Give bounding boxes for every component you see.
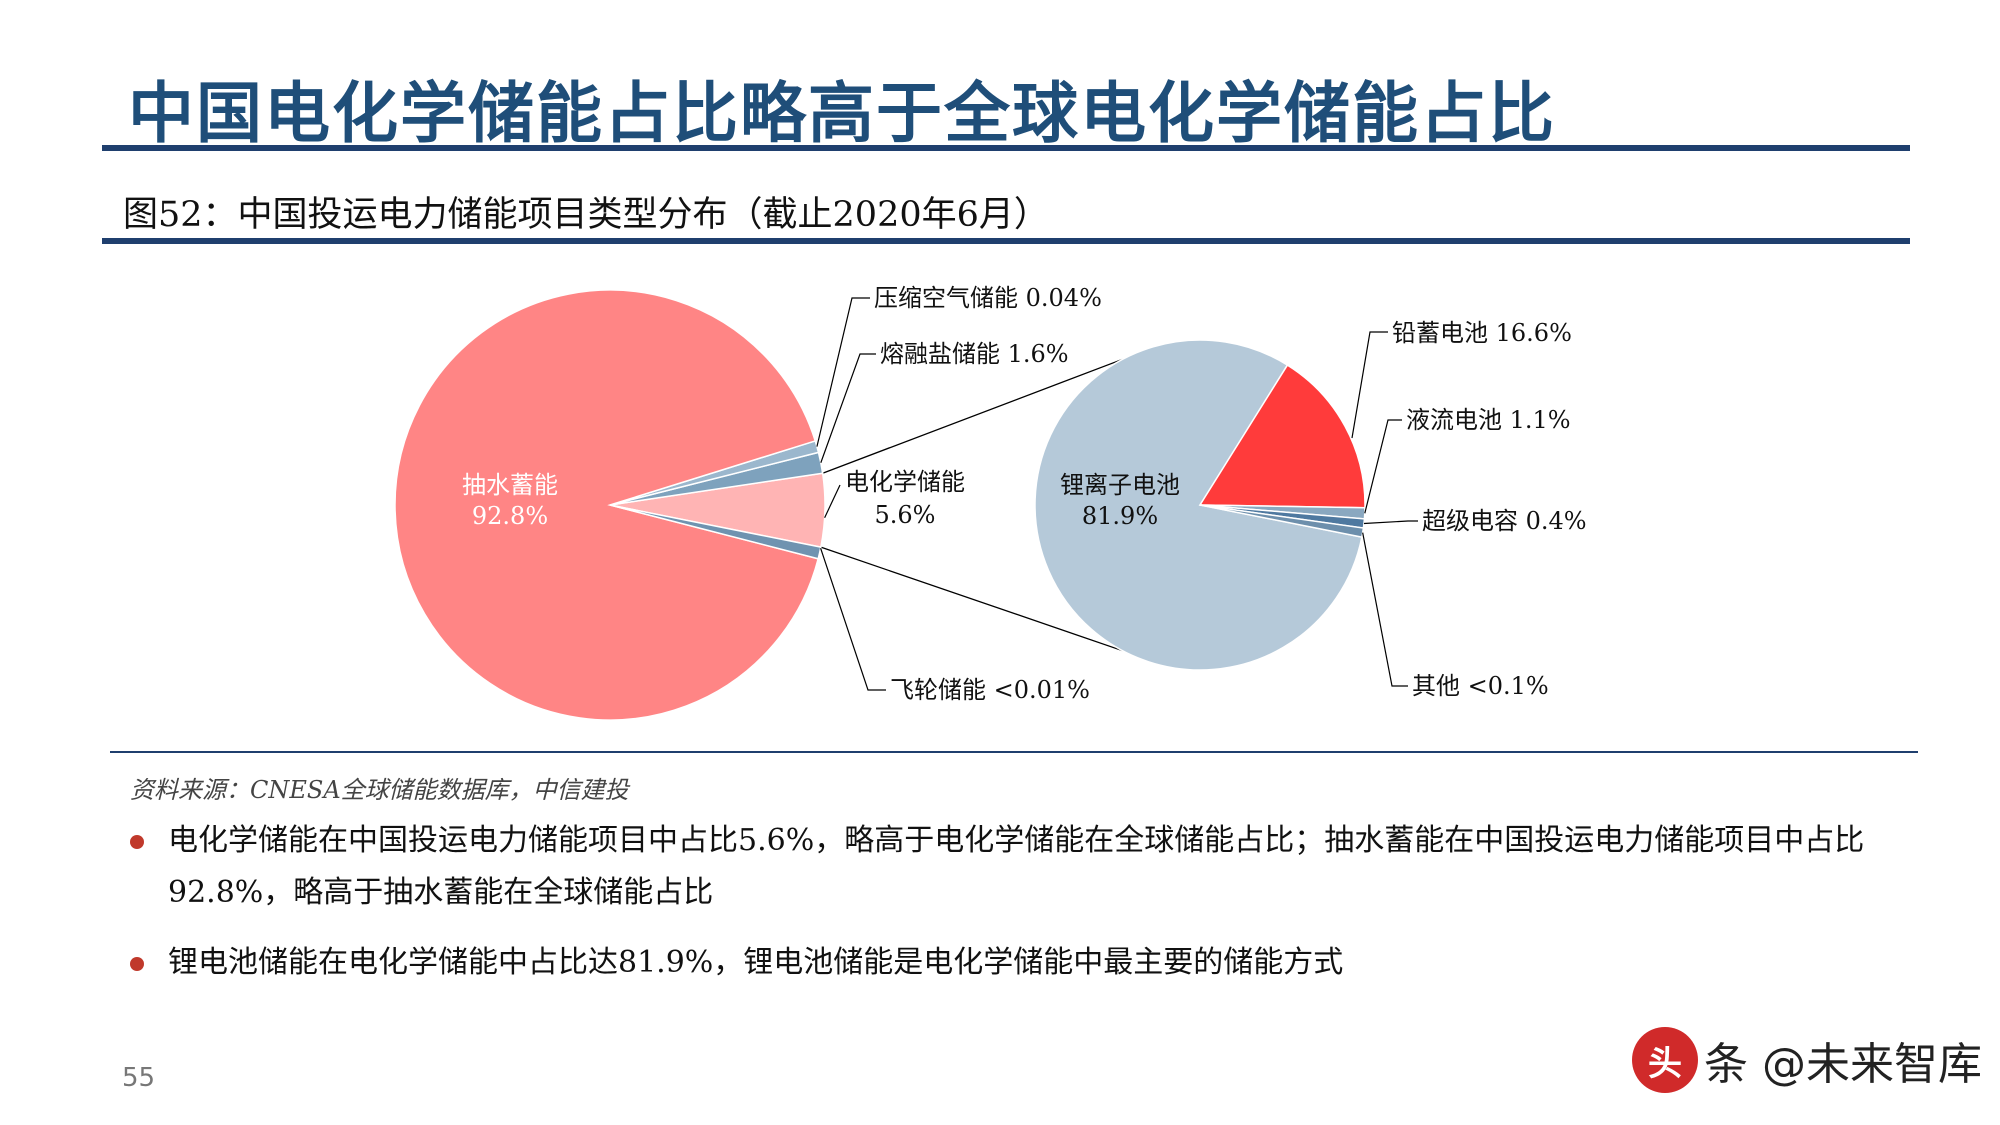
main-pie-slice xyxy=(394,289,820,721)
caption-divider xyxy=(102,238,1910,244)
bullet-list: 电化学储能在中国投运电力储能项目中占比5.6%，略高于电化学储能在全球储能占比；… xyxy=(130,815,1910,1007)
value-pumped-hydro: 92.8% xyxy=(472,502,548,530)
main-pie xyxy=(394,289,826,721)
bullet-text: 锂电池储能在电化学储能中占比达81.9%，锂电池储能是电化学储能中最主要的储能方… xyxy=(168,945,1344,980)
label-lead-acid: 铅蓄电池 16.6% xyxy=(1392,319,1572,347)
leader-lead-acid xyxy=(1351,331,1388,439)
pie-of-pie-chart: 抽水蓄能 92.8% 电化学储能 5.6% 压缩空气储能 0.04% 熔融盐储能 1.6%… xyxy=(394,284,1587,721)
label-electrochemical: 电化学储能 xyxy=(845,468,965,496)
source-note: 资料来源：CNESA全球储能数据库，中信建投 xyxy=(130,776,629,804)
label-other: 其他 <0.1% xyxy=(1412,672,1549,700)
watermark: 头 条 @未来智库 xyxy=(1632,1020,1982,1100)
connector-line xyxy=(820,546,1123,652)
leader-flywheel xyxy=(820,548,886,691)
bullet-item: 锂电池储能在电化学储能中占比达81.9%，锂电池储能是电化学储能中最主要的储能方… xyxy=(130,937,1910,989)
value-electrochemical: 5.6% xyxy=(875,501,936,529)
bullet-dot-icon xyxy=(130,835,144,849)
label-supercapacitor: 超级电容 0.4% xyxy=(1422,507,1587,535)
leader-other xyxy=(1362,532,1408,687)
bullet-text: 电化学储能在中国投运电力储能项目中占比5.6%，略高于电化学储能在全球储能占比；… xyxy=(168,823,1865,910)
leader-compressed-air xyxy=(816,297,870,447)
leader-electrochemical xyxy=(824,484,841,519)
label-compressed-air: 压缩空气储能 0.04% xyxy=(874,284,1102,312)
watermark-text: 条 @未来智库 xyxy=(1704,1039,1982,1090)
sub-pie xyxy=(1034,339,1366,671)
label-pumped-hydro: 抽水蓄能 xyxy=(462,471,558,499)
label-flow-battery: 液流电池 1.1% xyxy=(1406,406,1571,434)
leader-supercapacitor xyxy=(1363,520,1418,525)
label-lithium: 锂离子电池 xyxy=(1060,471,1180,499)
leader-lines xyxy=(816,297,1418,691)
watermark-logo-icon: 头 xyxy=(1632,1027,1698,1093)
sub-pie-slice xyxy=(1034,339,1363,671)
label-flywheel: 飞轮储能 <0.01% xyxy=(890,676,1090,704)
value-lithium: 81.9% xyxy=(1082,502,1158,530)
source-divider xyxy=(110,751,1918,753)
bullet-dot-icon xyxy=(130,957,144,971)
bullet-item: 电化学储能在中国投运电力储能项目中占比5.6%，略高于电化学储能在全球储能占比；… xyxy=(130,815,1910,919)
figure-caption: 图52：中国投运电力储能项目类型分布（截止2020年6月） xyxy=(123,195,1049,235)
label-molten-salt: 熔融盐储能 1.6% xyxy=(880,340,1069,368)
title-divider xyxy=(102,145,1910,151)
main-pie-slice xyxy=(609,504,822,560)
connector-line xyxy=(822,358,1123,474)
page-title: 中国电化学储能占比略高于全球电化学储能占比 xyxy=(128,75,1556,152)
pie-connector-lines xyxy=(820,358,1123,652)
sub-pie-slice xyxy=(1198,364,1366,509)
leader-flow-battery xyxy=(1364,419,1402,514)
page-number: 55 xyxy=(122,1063,156,1093)
data-labels: 抽水蓄能 92.8% 电化学储能 5.6% 压缩空气储能 0.04% 熔融盐储能 1.6%… xyxy=(462,284,1587,704)
leader-molten-salt xyxy=(820,353,876,463)
